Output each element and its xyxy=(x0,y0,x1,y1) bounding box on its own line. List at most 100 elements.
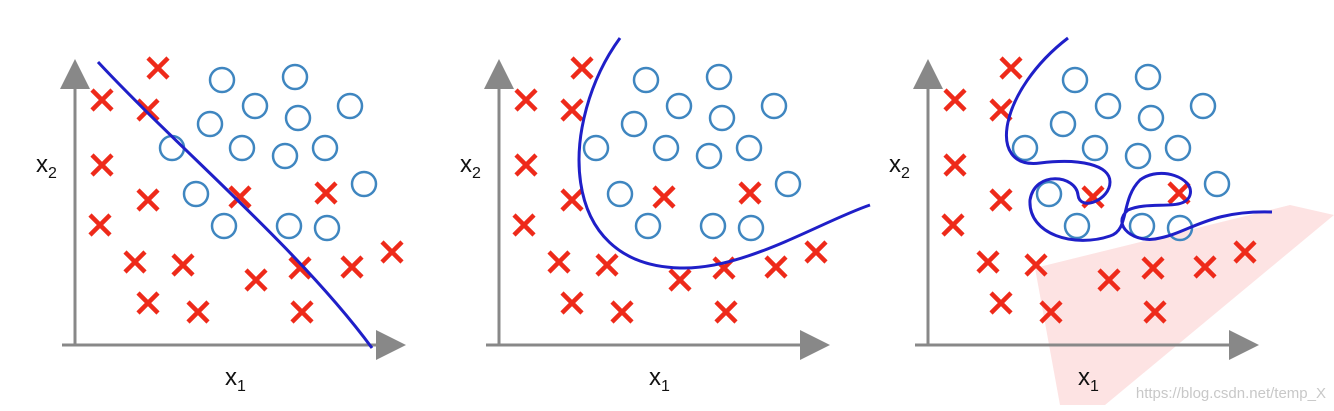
cross-point xyxy=(560,98,584,122)
circle-point xyxy=(1081,134,1109,162)
cross-point xyxy=(999,56,1023,80)
x-axis-label: x1 xyxy=(225,364,246,395)
circle-point xyxy=(634,212,662,240)
circle-point xyxy=(708,104,736,132)
x-axis-label: x1 xyxy=(649,364,670,395)
circle-point xyxy=(275,212,303,240)
circle-point xyxy=(705,63,733,91)
circle-point xyxy=(1189,92,1217,120)
watermark: https://blog.csdn.net/temp_X xyxy=(1136,385,1326,402)
cross-point xyxy=(514,153,538,177)
circle-point xyxy=(336,92,364,120)
circle-point xyxy=(606,180,634,208)
circle-point xyxy=(1049,110,1077,138)
circle-point xyxy=(652,134,680,162)
circle-point xyxy=(158,134,186,162)
circle-point xyxy=(1063,212,1091,240)
circle-point xyxy=(695,142,723,170)
cross-point xyxy=(714,300,738,324)
cross-point xyxy=(1039,300,1063,324)
circle-point xyxy=(1061,66,1089,94)
circle-point xyxy=(210,212,238,240)
x-label-sub: 1 xyxy=(237,378,246,395)
cross-point xyxy=(288,256,312,280)
cross-point xyxy=(136,291,160,315)
circle-point xyxy=(1134,63,1162,91)
cross-point xyxy=(290,300,314,324)
circle-point xyxy=(311,134,339,162)
cross-point xyxy=(941,213,965,237)
circle-point xyxy=(271,142,299,170)
cross-point xyxy=(340,255,364,279)
circle-point xyxy=(774,170,802,198)
circle-point xyxy=(632,66,660,94)
x-axis-label: x1 xyxy=(1078,364,1099,395)
circle-point xyxy=(182,180,210,208)
circle-point xyxy=(281,63,309,91)
highlight-region xyxy=(1035,205,1334,405)
x-label-sub: 1 xyxy=(661,378,670,395)
cross-point xyxy=(514,88,538,112)
y-axis-label: x2 xyxy=(889,151,910,182)
boundary-good xyxy=(577,37,871,270)
x-label-text: x xyxy=(1078,364,1090,391)
cross-point xyxy=(560,188,584,212)
circle-point xyxy=(1124,142,1152,170)
circle-point xyxy=(737,214,765,242)
circle-point xyxy=(1164,134,1192,162)
boundary-linear xyxy=(96,60,374,349)
circle-point xyxy=(196,110,224,138)
cross-point xyxy=(90,153,114,177)
cross-point xyxy=(1143,300,1167,324)
cross-point xyxy=(136,98,160,122)
y-label-text: x xyxy=(36,151,48,178)
cross-point xyxy=(1233,240,1257,264)
circle-point xyxy=(313,214,341,242)
cross-point xyxy=(668,268,692,292)
cross-point xyxy=(380,240,404,264)
cross-point xyxy=(989,98,1013,122)
y-axis-label: x2 xyxy=(36,151,57,182)
x-label-text: x xyxy=(225,364,237,391)
circle-point xyxy=(1094,92,1122,120)
cross-point xyxy=(1193,255,1217,279)
circle-point xyxy=(582,134,610,162)
cross-point xyxy=(88,213,112,237)
cross-point xyxy=(764,255,788,279)
cross-point xyxy=(570,56,594,80)
circle-point xyxy=(620,110,648,138)
x-label-text: x xyxy=(649,364,661,391)
cross-point xyxy=(90,88,114,112)
cross-point xyxy=(943,88,967,112)
cross-point xyxy=(123,250,147,274)
circle-point xyxy=(284,104,312,132)
y-label-text: x xyxy=(889,151,901,178)
cross-point xyxy=(976,250,1000,274)
cross-point xyxy=(989,188,1013,212)
circle-point xyxy=(208,66,236,94)
circle-point xyxy=(699,212,727,240)
circle-point xyxy=(735,134,763,162)
cross-point xyxy=(314,181,338,205)
circle-point xyxy=(1011,134,1039,162)
x-label-sub: 1 xyxy=(1090,378,1099,395)
y-label-sub: 2 xyxy=(48,165,57,182)
cross-point xyxy=(512,213,536,237)
cross-point xyxy=(146,56,170,80)
cross-point xyxy=(171,253,195,277)
circle-point xyxy=(1203,170,1231,198)
y-axis-label: x2 xyxy=(460,151,481,182)
cross-point xyxy=(652,185,676,209)
circle-point xyxy=(350,170,378,198)
circle-point xyxy=(1137,104,1165,132)
cross-point xyxy=(989,291,1013,315)
circle-point xyxy=(665,92,693,120)
circle-point xyxy=(1035,180,1063,208)
boundary-overfit xyxy=(1005,36,1273,242)
y-label-text: x xyxy=(460,151,472,178)
cross-point xyxy=(595,253,619,277)
